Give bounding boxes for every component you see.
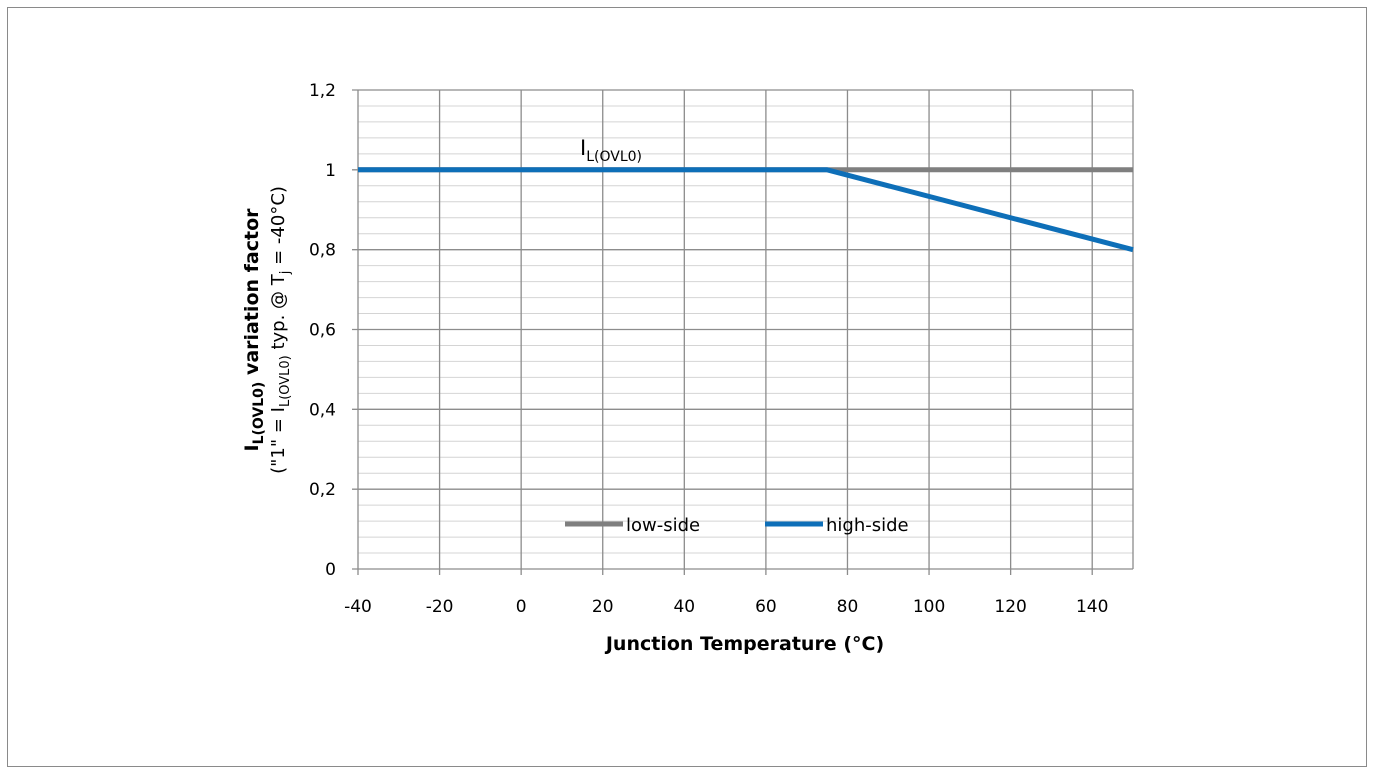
legend-label-high-side: high-side [826,515,909,536]
legend: low-side high-side [565,515,909,536]
y-tick-label: 0,2 [309,480,336,500]
y-tick-labels: 0 0,2 0,4 0,6 0,8 1 1,2 [309,81,336,580]
chart-svg: -40 -20 0 20 40 60 80 100 120 140 0 0,2 0,4 0,6 0,8 1 1… [241,81,1134,655]
x-tick-label: -20 [426,597,454,617]
x-tick-labels: -40 -20 0 20 40 60 80 100 120 140 [344,597,1108,617]
y-tick-label: 0 [325,560,336,580]
curve-annotation: IL(OVL0) [580,136,642,165]
series-line-high-side [358,167,1134,253]
major-gridlines [352,89,1134,575]
x-tick-label: 20 [592,597,614,617]
x-tick-label: 0 [516,597,527,617]
legend-label-low-side: low-side [626,515,700,536]
y-tick-label: 1,2 [309,81,336,101]
x-tick-label: 120 [994,597,1026,617]
y-tick-label: 0,8 [309,241,336,261]
y-axis-title: IL(OVL0) variation factor ("1" = IL(OVL0… [241,186,293,474]
y-tick-label: 0,6 [309,321,336,341]
x-axis-title: Junction Temperature (°C) [604,633,884,655]
y-axis-title-line2: ("1" = IL(OVL0) typ. @ Tj = -40°C) [268,186,293,474]
y-tick-label: 0,4 [309,400,336,420]
x-tick-label: 40 [673,597,695,617]
x-tick-label: 140 [1076,597,1108,617]
minor-gridlines [358,89,1133,570]
y-tick-label: 1 [325,161,336,181]
x-tick-label: 100 [913,597,945,617]
y-axis-title-line1: IL(OVL0) variation factor [241,208,267,452]
x-tick-label: 60 [755,597,777,617]
x-tick-label: -40 [344,597,372,617]
x-tick-label: 80 [837,597,859,617]
series-lines [358,167,1134,253]
